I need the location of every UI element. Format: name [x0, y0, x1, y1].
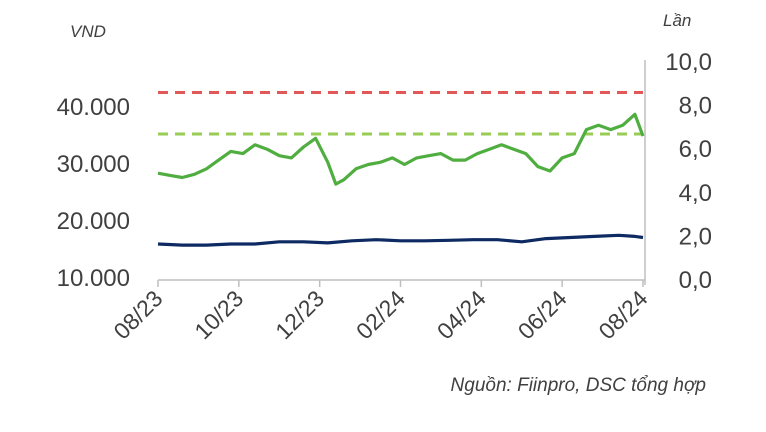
x-tick-label: 08/23	[108, 285, 167, 344]
left-tick-label: 40.000	[57, 94, 130, 121]
x-tick-label: 02/24	[351, 285, 410, 344]
left-axis-unit: VND	[70, 22, 106, 41]
right-tick-label: 2,0	[679, 223, 712, 250]
right-tick-label: 10,0	[665, 49, 712, 76]
right-tick-label: 6,0	[679, 136, 712, 163]
x-tick-label: 06/24	[513, 285, 572, 344]
right-tick-label: 0,0	[679, 267, 712, 294]
x-tick-label: 08/24	[593, 285, 652, 344]
x-tick-label: 10/23	[189, 285, 248, 344]
series-line-1	[157, 233, 644, 247]
right-axis-unit: Lần	[663, 11, 691, 30]
x-tick-label: 12/23	[270, 285, 329, 344]
left-tick-label: 10.000	[57, 265, 130, 292]
left-tick-label: 20.000	[57, 208, 130, 235]
right-tick-label: 8,0	[679, 93, 712, 120]
left-tick-label: 30.000	[57, 151, 130, 178]
series-line-0	[157, 112, 645, 186]
right-tick-label: 4,0	[679, 180, 712, 207]
source-note: Nguồn: Fiinpro, DSC tổng hợp	[451, 375, 706, 396]
x-tick-label: 04/24	[432, 285, 491, 344]
